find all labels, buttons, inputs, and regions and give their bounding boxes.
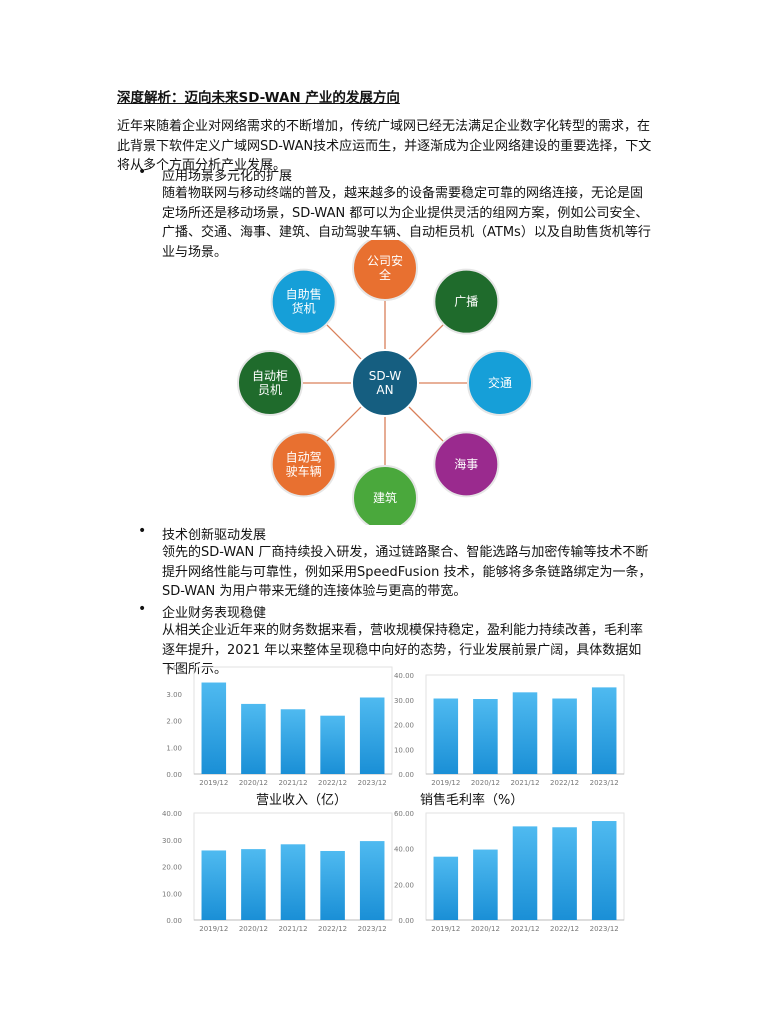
diagram-node — [270, 268, 337, 335]
diagram-node — [467, 350, 533, 416]
section-2-text: 领先的SD-WAN 厂商持续投入研发，通过链路聚合、智能选路与加密传输等技术不断… — [162, 545, 652, 599]
chart-revenue: 0.00 1.00 2.00 3.00 4.00 2019/12 2020/12 2021/1… — [166, 664, 393, 787]
bar — [473, 699, 498, 774]
diagram-node-label: 建筑 — [373, 490, 397, 505]
y-tick-label: 10.00 — [394, 746, 414, 754]
bar — [552, 698, 577, 774]
chart-1-caption: 营业收入（亿） — [256, 793, 348, 808]
y-tick-label: 0.00 — [398, 917, 414, 925]
x-tick-label: 2023/12 — [590, 925, 619, 933]
diagram-node — [237, 350, 303, 416]
x-tick-label: 2019/12 — [431, 925, 460, 933]
y-tick-label: 60.00 — [394, 810, 414, 818]
x-tick-label: 2021/12 — [510, 925, 539, 933]
x-tick-label: 2022/12 — [318, 925, 347, 933]
section-1-text: 随着物联网与移动终端的普及，越来越多的设备需要稳定可靠的网络连接，无论是固定场所… — [162, 186, 651, 260]
x-tick-label: 2019/12 — [431, 779, 460, 787]
bar — [201, 850, 227, 920]
x-tick-label: 2020/12 — [239, 925, 268, 933]
diagram-node-label: 交通 — [488, 375, 512, 390]
bar — [512, 692, 538, 774]
y-tick-label: 20.00 — [162, 864, 182, 872]
diagram-node — [352, 465, 418, 525]
bar — [320, 715, 345, 774]
x-tick-label: 2022/12 — [550, 779, 579, 787]
x-tick-label: 2022/12 — [318, 779, 347, 787]
chart-gross-margin: 0.00 10.00 20.00 30.00 40.00 2019/12 2020/12 20… — [394, 672, 625, 787]
bar — [591, 821, 617, 920]
bar — [320, 850, 345, 920]
diagram-node-label: 广播 — [454, 295, 478, 309]
bar — [280, 844, 306, 920]
y-tick-label: 30.00 — [394, 697, 414, 705]
bullet-2: • — [138, 523, 147, 539]
diagram-node — [270, 431, 337, 498]
diagram-center-label: SD-W AN — [369, 369, 402, 397]
diagram-node — [352, 240, 418, 301]
diagram-node-label: 自动柜员机 — [252, 369, 288, 397]
x-tick-label: 2020/12 — [471, 925, 500, 933]
bar — [433, 698, 459, 774]
y-tick-label: 1.00 — [166, 744, 182, 752]
y-tick-label: 10.00 — [162, 890, 182, 898]
x-tick-label: 2021/12 — [510, 779, 539, 787]
y-tick-label: 40.00 — [162, 810, 182, 818]
y-tick-label: 40.00 — [394, 846, 414, 854]
diagram-node — [433, 431, 500, 498]
bar — [280, 709, 306, 774]
page-title: 深度解析：迈向未来SD-WAN 产业的发展方向 — [117, 90, 400, 106]
chart-3: 0.00 10.00 20.00 30.00 40.00 2019/12 2020/12 20… — [162, 810, 393, 933]
y-tick-label: 0.00 — [166, 917, 182, 925]
x-tick-label: 2023/12 — [358, 925, 387, 933]
section-2-heading: 技术创新驱动发展 — [162, 528, 267, 543]
intro-paragraph: 近年来随着企业对网络需求的不断增加，传统广域网已经无法满足企业数字化转型的需求，… — [117, 119, 652, 173]
section-3-text: 从相关企业近年来的财务数据来看，营收规模保持稳定，盈利能力持续改善，毛利率逐年提… — [162, 623, 644, 677]
diagram-node — [433, 268, 500, 335]
y-tick-label: 4.00 — [166, 664, 182, 672]
section-1-heading: 应用场景多元化的扩展 — [162, 169, 293, 184]
x-tick-label: 2023/12 — [590, 779, 619, 787]
y-tick-label: 40.00 — [394, 672, 414, 680]
diagram-center-node — [351, 349, 419, 417]
y-tick-label: 0.00 — [398, 771, 414, 779]
x-tick-label: 2020/12 — [471, 779, 500, 787]
bar — [473, 849, 498, 920]
y-tick-label: 0.00 — [166, 771, 182, 779]
bar — [241, 703, 266, 774]
x-tick-label: 2020/12 — [239, 779, 268, 787]
x-tick-label: 2021/12 — [278, 779, 307, 787]
x-tick-label: 2019/12 — [199, 779, 228, 787]
bar — [359, 697, 385, 774]
y-tick-label: 3.00 — [166, 691, 182, 699]
bullet-3: • — [138, 601, 147, 617]
section-3-heading: 企业财务表现稳健 — [162, 606, 267, 621]
bar — [433, 856, 459, 920]
x-tick-label: 2019/12 — [199, 925, 228, 933]
bar — [359, 841, 385, 920]
x-tick-label: 2023/12 — [358, 779, 387, 787]
y-tick-label: 20.00 — [394, 722, 414, 730]
y-tick-label: 30.00 — [162, 837, 182, 845]
diagram-node-label: 自助售货机 — [286, 287, 322, 316]
y-tick-label: 2.00 — [166, 718, 182, 726]
x-tick-label: 2021/12 — [278, 925, 307, 933]
x-tick-label: 2022/12 — [550, 925, 579, 933]
bar — [201, 682, 227, 774]
diagram-node-label: 公司安全 — [367, 253, 403, 282]
bullet-1: • — [138, 164, 147, 180]
bar — [552, 827, 577, 920]
bar — [591, 687, 617, 774]
diagram-node-label: 自动驾驶车辆 — [286, 450, 322, 478]
chart-2-caption: 销售毛利率（%） — [420, 793, 524, 808]
bar — [241, 849, 266, 920]
bar — [512, 826, 538, 920]
chart-4: 0.00 20.00 40.00 60.00 2019/12 2020/12 2021/12… — [394, 810, 625, 933]
diagram-node-label: 海事 — [454, 456, 478, 471]
y-tick-label: 20.00 — [394, 881, 414, 889]
